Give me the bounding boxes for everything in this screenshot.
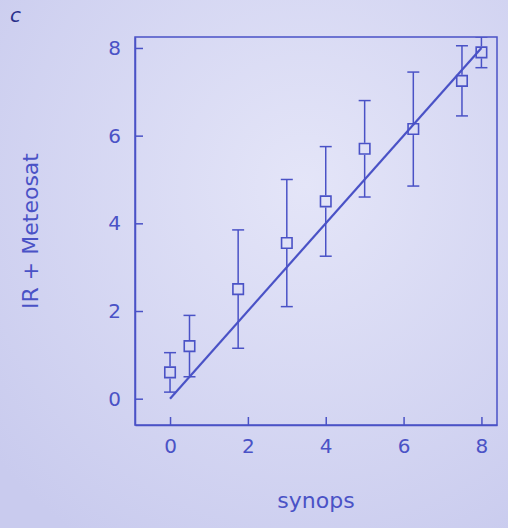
tick: 0 — [164, 417, 177, 458]
error-stem — [481, 58, 483, 67]
tick-label: 6 — [398, 434, 411, 458]
y-axis: 0 2 4 6 8 — [108, 36, 143, 426]
point — [359, 144, 369, 154]
point — [457, 76, 467, 86]
point — [165, 367, 175, 377]
tick-mark — [135, 48, 143, 50]
axis-line — [135, 38, 137, 426]
x-axis-title: synops — [277, 488, 354, 513]
error-cap — [232, 348, 244, 350]
tick-label: 4 — [320, 434, 333, 458]
tick: 0 — [108, 387, 143, 411]
background — [0, 0, 508, 528]
error-bar — [164, 353, 176, 392]
error-cap — [281, 306, 293, 308]
tick: 2 — [108, 299, 143, 323]
error-cap — [359, 100, 371, 102]
error-cap — [456, 115, 468, 117]
error-cap — [232, 229, 244, 231]
point — [282, 238, 292, 248]
error-cap — [281, 179, 293, 181]
error-bar — [456, 46, 468, 116]
error-cap — [475, 67, 487, 69]
tick-label: 0 — [108, 387, 121, 411]
error-stem — [364, 155, 366, 197]
point — [320, 196, 330, 206]
tick-mark — [135, 223, 143, 225]
error-cap — [320, 255, 332, 257]
chart: 0 2 4 6 8 0 2 4 6 8 c synops IR + Meteosat — [0, 0, 508, 528]
tick: 6 — [398, 417, 411, 458]
error-stem — [481, 37, 483, 46]
tick-label: 0 — [164, 434, 177, 458]
error-bar — [232, 230, 244, 348]
point — [184, 341, 194, 351]
tick: 2 — [242, 417, 255, 458]
error-bar — [320, 147, 332, 257]
error-stem — [169, 378, 171, 392]
tick: 8 — [476, 417, 489, 458]
error-stem — [286, 249, 288, 307]
plot: 0 2 4 6 8 0 2 4 6 8 — [108, 36, 497, 458]
error-cap — [456, 45, 468, 47]
tick-mark — [325, 417, 327, 425]
error-bar — [359, 101, 371, 197]
tick-label: 8 — [108, 36, 121, 60]
tick-label: 2 — [242, 434, 255, 458]
panel-label: c — [10, 3, 21, 27]
tick: 8 — [108, 36, 143, 60]
y-axis-title: IR + Meteosat — [18, 153, 43, 309]
axis-line — [136, 425, 498, 427]
error-cap — [320, 146, 332, 148]
tick-label: 6 — [108, 124, 121, 148]
error-stem — [461, 87, 463, 116]
error-bar — [183, 315, 195, 376]
tick-mark — [248, 417, 250, 425]
tick-label: 8 — [476, 434, 489, 458]
error-stem — [413, 135, 415, 186]
error-bar — [281, 179, 293, 306]
tick: 4 — [108, 211, 143, 235]
error-cap — [407, 71, 419, 73]
line — [170, 48, 481, 399]
tick-mark — [403, 417, 405, 425]
tick-mark — [135, 398, 143, 400]
tick-label: 2 — [108, 299, 121, 323]
error-stem — [189, 352, 191, 377]
error-cap — [183, 315, 195, 317]
error-cap — [164, 352, 176, 354]
error-stem — [189, 315, 191, 340]
tick-label: 4 — [108, 211, 121, 235]
error-stem — [169, 353, 171, 367]
error-stem — [325, 147, 327, 196]
point — [233, 284, 243, 294]
plot-frame — [135, 37, 497, 425]
error-cap — [359, 196, 371, 198]
error-stem — [364, 101, 366, 143]
tick-mark — [170, 417, 172, 425]
tick-mark — [135, 311, 143, 313]
error-stem — [413, 72, 415, 123]
error-stem — [286, 179, 288, 237]
error-stem — [237, 230, 239, 283]
tick: 4 — [320, 417, 333, 458]
tick: 6 — [108, 124, 143, 148]
error-cap — [475, 37, 487, 38]
error-cap — [407, 185, 419, 187]
error-stem — [325, 207, 327, 256]
marks — [164, 37, 487, 399]
tick-mark — [135, 135, 143, 137]
x-axis: 0 2 4 6 8 — [136, 417, 498, 458]
tick-mark — [481, 417, 483, 425]
